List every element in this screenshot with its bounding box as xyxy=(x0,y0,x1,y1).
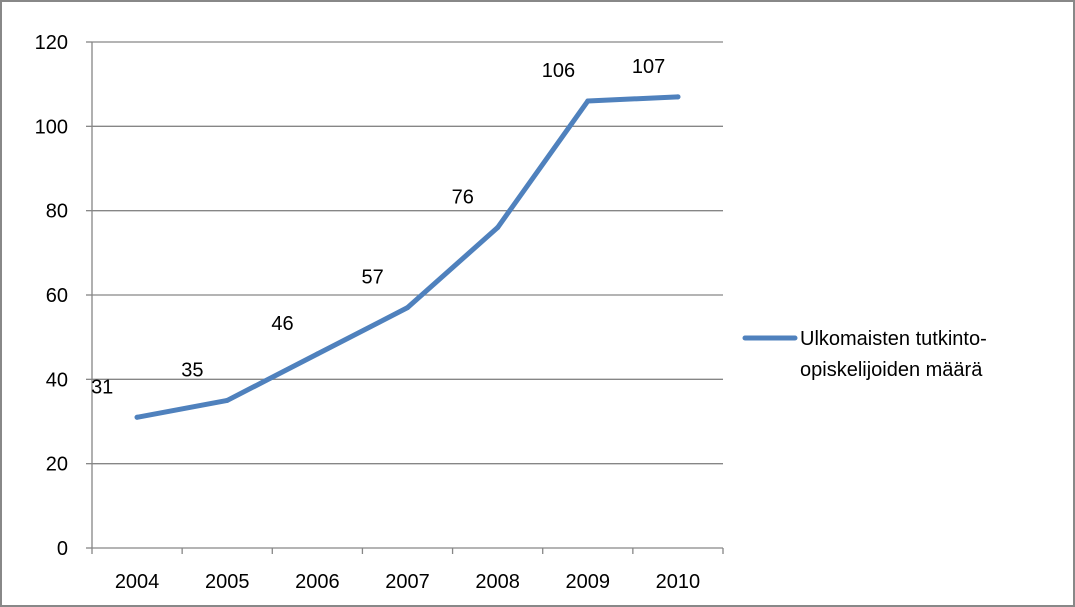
x-tick-labels: 2004 2005 2006 2007 2008 2009 2010 xyxy=(115,571,700,593)
data-point xyxy=(224,397,230,403)
data-label: 57 xyxy=(362,267,384,289)
data-point xyxy=(314,351,320,357)
data-labels: 31 35 46 57 76 106 107 xyxy=(91,56,665,398)
data-point xyxy=(134,414,140,420)
data-point xyxy=(405,305,410,311)
y-tick-label: 100 xyxy=(35,116,68,138)
legend-label-line-2: opiskelijoiden määrä xyxy=(800,359,983,381)
legend: Ulkomaisten tutkinto- opiskelijoiden mää… xyxy=(742,328,987,381)
y-tick-label: 60 xyxy=(46,285,68,307)
y-tick-label: 120 xyxy=(35,32,68,54)
y-tick-label: 20 xyxy=(46,454,68,476)
axes xyxy=(86,41,724,554)
y-tick-label: 80 xyxy=(46,201,68,223)
legend-label-line-1: Ulkomaisten tutkinto- xyxy=(800,328,987,350)
x-tick-label: 2006 xyxy=(295,571,340,593)
y-tick-label: 0 xyxy=(57,538,68,560)
series-lines xyxy=(134,94,681,420)
data-label: 35 xyxy=(181,359,203,381)
x-tick-label: 2005 xyxy=(205,571,250,593)
x-tick-label: 2010 xyxy=(656,571,701,593)
data-point xyxy=(675,94,681,100)
data-label: 31 xyxy=(91,376,113,398)
x-tick-label: 2009 xyxy=(566,571,611,593)
x-tick-label: 2007 xyxy=(385,571,430,593)
x-tick-label: 2004 xyxy=(115,571,160,593)
data-point xyxy=(495,225,501,231)
data-label: 107 xyxy=(632,56,665,78)
data-label: 106 xyxy=(542,60,575,82)
data-label: 46 xyxy=(271,313,293,335)
data-label: 76 xyxy=(452,187,474,209)
data-point xyxy=(585,98,591,104)
x-tick-label: 2008 xyxy=(475,571,520,593)
y-tick-labels: 0 20 40 60 80 100 120 xyxy=(35,32,68,560)
gridlines xyxy=(92,41,723,465)
y-tick-label: 40 xyxy=(46,369,68,391)
